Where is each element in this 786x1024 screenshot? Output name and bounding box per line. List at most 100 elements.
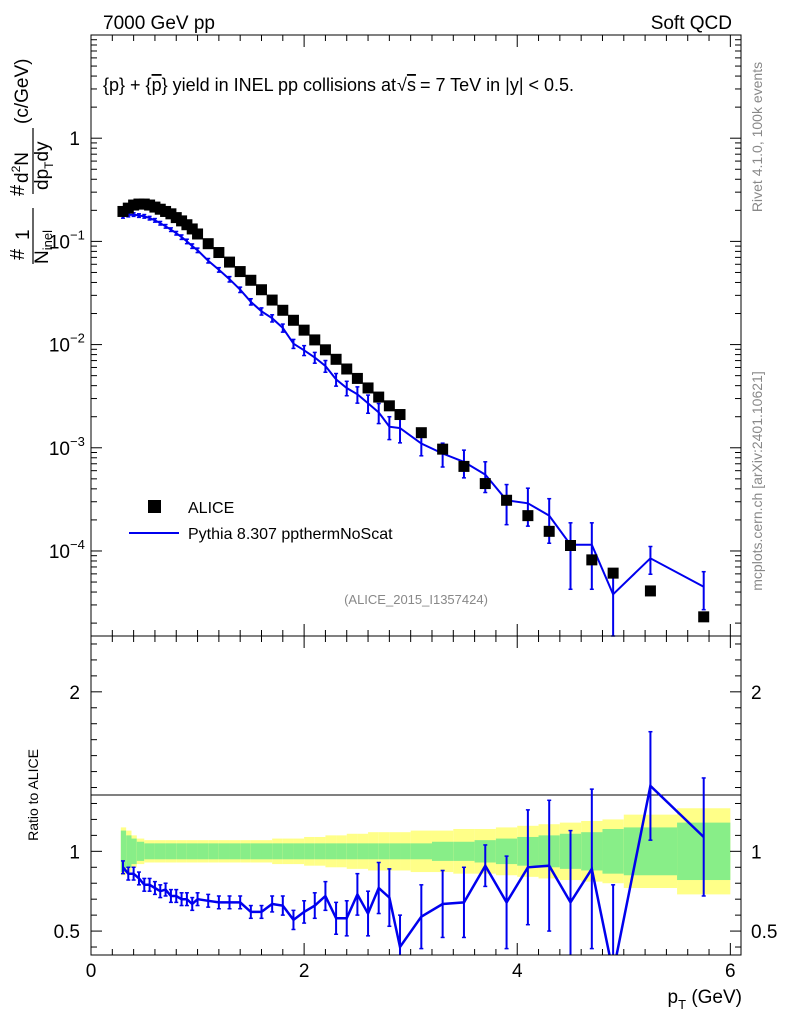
xtick-label: 0 xyxy=(86,961,97,982)
band-stat xyxy=(218,843,230,860)
band-stat xyxy=(357,843,369,860)
ylabel-den-dp: dp xyxy=(32,169,53,190)
band-stat xyxy=(250,843,262,860)
title-part-b: } yield in INEL pp collisions at xyxy=(162,75,396,95)
ratio-ytick-label-right: 1 xyxy=(751,842,762,863)
main-axis-ticks xyxy=(90,34,741,636)
ylabel-one: 1 xyxy=(13,229,34,240)
ylabel-hash2: # xyxy=(7,184,29,196)
data-point xyxy=(415,427,427,439)
data-point xyxy=(234,266,246,278)
data-point xyxy=(287,314,299,326)
ratio-uncertainty-bands xyxy=(120,808,731,895)
data-point xyxy=(330,353,342,365)
data-point xyxy=(501,494,513,506)
ratio-panel: 0.5 0.5 1 1 2 2 0 2 4 6 Ratio to ALICE pT (GeV) xyxy=(25,635,778,1012)
data-point xyxy=(298,324,310,336)
main-ytick-label-base: 10 xyxy=(49,232,70,253)
main-ytick-label: 10 xyxy=(49,542,70,563)
band-stat xyxy=(126,835,132,868)
main-ytick-label-exp: −4 xyxy=(70,537,85,552)
ratio-ytick-label-right: 0.5 xyxy=(751,922,777,943)
xtick-label: 6 xyxy=(725,961,736,982)
ratio-ytick-label: 2 xyxy=(69,683,80,704)
band-stat xyxy=(368,843,379,860)
ylabel-num: d2N xyxy=(9,152,33,183)
main-ytick-label-base: 1 xyxy=(69,129,80,150)
main-frame xyxy=(90,34,742,637)
legend-alice-marker xyxy=(148,500,161,513)
ratio-axis-ticks xyxy=(90,636,741,955)
band-stat xyxy=(261,843,273,860)
data-point xyxy=(319,344,331,356)
ylabel-unit: (c/GeV) xyxy=(12,59,33,124)
data-point xyxy=(351,372,363,384)
band-stat xyxy=(431,841,454,861)
data-point xyxy=(458,460,470,472)
data-point xyxy=(266,294,278,306)
data-point xyxy=(565,539,577,551)
data-point xyxy=(255,284,267,296)
band-stat xyxy=(293,843,305,860)
data-point xyxy=(586,554,598,566)
band-stat xyxy=(186,843,198,860)
data-point xyxy=(522,510,534,522)
main-ytick-label-base: 10 xyxy=(49,542,70,563)
ratio-ylabel: Ratio to ALICE xyxy=(25,749,41,841)
xlabel-p: p xyxy=(668,987,679,1008)
data-point xyxy=(698,611,710,623)
band-stat xyxy=(240,843,251,860)
band-stat xyxy=(176,843,187,860)
ratio-ytick-label-right: 2 xyxy=(751,683,762,704)
ratio-tick-labels: 0.5 0.5 1 1 2 2 0 2 4 6 xyxy=(54,683,778,982)
ylabel-n: Ninel xyxy=(32,230,55,264)
data-point xyxy=(202,238,214,250)
data-point xyxy=(192,228,204,240)
band-stat xyxy=(336,843,347,860)
band-stat xyxy=(272,843,283,860)
ratio-line xyxy=(122,783,705,955)
category-label: Soft QCD xyxy=(651,13,732,34)
ylabel-n-main: N xyxy=(32,250,53,264)
data-point xyxy=(479,478,491,490)
rivet-label: Rivet 4.1.0, 100k events xyxy=(749,62,765,212)
band-stat xyxy=(144,843,155,860)
data-point xyxy=(362,382,374,394)
xtick-label: 4 xyxy=(512,961,523,982)
ratio-ytick-label: 0.5 xyxy=(54,922,80,943)
xlabel: pT (GeV) xyxy=(668,987,742,1012)
title-part-a: {p} + { xyxy=(103,75,152,95)
data-point xyxy=(543,525,555,537)
main-ytick-label: 10 xyxy=(49,439,70,460)
data-point xyxy=(644,585,656,597)
mc-line xyxy=(122,213,705,597)
band-stat xyxy=(378,843,390,860)
ylabel-num-d: d xyxy=(12,172,33,183)
main-ytick-label-exp: −3 xyxy=(70,434,85,449)
ylabel-num-exp: 2 xyxy=(9,165,23,172)
title-s: s xyxy=(407,75,416,95)
band-stat xyxy=(602,828,624,874)
ylabel-n-sub: inel xyxy=(40,230,55,250)
main-ytick-label: 10 xyxy=(49,232,70,253)
band-stat xyxy=(410,843,432,860)
band-stat xyxy=(400,843,411,860)
band-stat xyxy=(495,838,518,865)
legend-alice-label: ALICE xyxy=(188,500,234,517)
ylabel-den-dy: dy xyxy=(32,141,53,162)
xlabel-unit: (GeV) xyxy=(686,987,742,1008)
band-stat xyxy=(154,843,166,860)
data-point xyxy=(224,256,236,268)
band-stat xyxy=(136,841,145,861)
main-ytick-label: 1 xyxy=(69,129,80,150)
band-stat xyxy=(120,830,127,873)
ratio-ytick-label: 1 xyxy=(69,842,80,863)
band-stat xyxy=(197,843,209,860)
main-ytick-label-base: 10 xyxy=(49,439,70,460)
xtick-label: 2 xyxy=(299,961,310,982)
band-stat xyxy=(346,843,358,860)
band-stat xyxy=(131,838,137,865)
main-ytick-label: 10 xyxy=(49,336,70,357)
ylabel-den-sub: T xyxy=(42,161,56,169)
